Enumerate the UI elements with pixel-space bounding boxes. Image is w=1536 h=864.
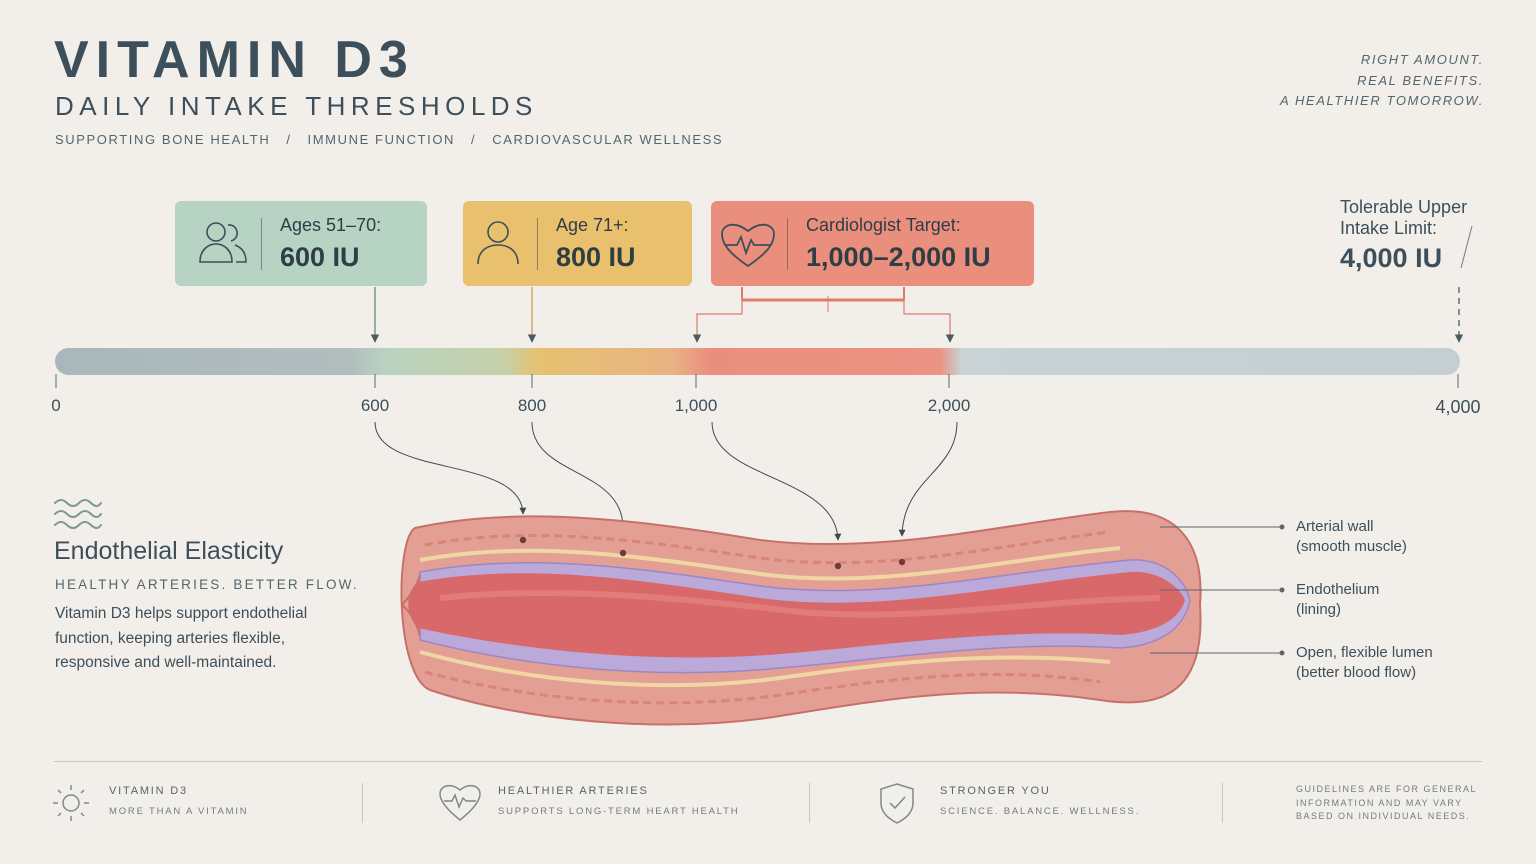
curve-2000 — [898, 421, 958, 537]
tick-label: 2,000 — [927, 396, 971, 415]
intake-scale-bar — [55, 348, 1460, 375]
kicker-immune: IMMUNE FUNCTION — [307, 132, 456, 147]
kicker-bone-health: SUPPORTING BONE HEALTH — [55, 132, 271, 147]
card-value: 1,000–2,000 IU — [806, 242, 991, 272]
callout-arterial-wall: Arterial wall (smooth muscle) — [1296, 517, 1407, 557]
callout-title: Open, flexible lumen — [1296, 644, 1433, 661]
tick-label: 4,000 — [1435, 397, 1481, 417]
footer-separator — [362, 783, 363, 823]
callout-sub: (lining) — [1296, 601, 1342, 618]
sun-icon — [53, 785, 89, 821]
curve-600 — [374, 421, 527, 515]
limit-slash — [1460, 225, 1473, 269]
threshold-card-cardiologist: Cardiologist Target: 1,000–2,000 IU — [711, 201, 1034, 286]
upper-limit-value: 4,000 IU — [1340, 243, 1443, 273]
curve-800 — [531, 421, 627, 528]
footer-separator — [1222, 783, 1223, 823]
tick-label: 1,000 — [674, 396, 718, 415]
footer-sub: SCIENCE. BALANCE. WELLNESS. — [940, 806, 1141, 817]
threshold-card-71-plus: Age 71+: 800 IU — [463, 201, 692, 286]
upper-limit-label: Tolerable Upper Intake Limit: 4,000 IU — [1340, 197, 1467, 272]
upper-limit-line2: Intake Limit: — [1340, 218, 1438, 238]
footer-item-stronger: STRONGER YOU SCIENCE. BALANCE. WELLNESS. — [940, 786, 1140, 817]
endothelial-body: Vitamin D3 helps support endothelial fun… — [55, 605, 308, 671]
footer-disclaimer: GUIDELINES ARE FOR GENERAL INFORMATION A… — [1296, 784, 1478, 821]
footer-title: VITAMIN D3 — [109, 785, 188, 797]
callout-title: Endothelium — [1296, 581, 1380, 598]
card-label: Age 71+: — [556, 215, 629, 235]
card-label: Cardiologist Target: — [806, 215, 961, 235]
tick-label: 800 — [517, 396, 547, 415]
curve-1000 — [711, 421, 842, 541]
footer-item-arteries: HEALTHIER ARTERIES SUPPORTS LONG-TERM HE… — [498, 786, 739, 817]
kicker-cardio: CARDIOVASCULAR WELLNESS — [492, 132, 724, 147]
callout-title: Arterial wall — [1296, 518, 1374, 535]
callout-sub: (better blood flow) — [1296, 664, 1417, 681]
kicker-separator: / — [471, 132, 477, 147]
tagline-line: A HEALTHIER TOMORROW. — [1279, 93, 1484, 108]
callout-lumen: Open, flexible lumen (better blood flow) — [1296, 643, 1433, 683]
heart-pulse-icon — [713, 217, 783, 271]
page-title: VITAMIN D3 — [54, 31, 415, 89]
tagline-line: REAL BENEFITS. — [1357, 72, 1484, 88]
waves-icon — [54, 499, 102, 529]
shield-check-icon — [880, 783, 914, 824]
callout-leaders — [1150, 524, 1285, 656]
card-value: 600 IU — [280, 242, 360, 272]
threshold-card-51-70: Ages 51–70: 600 IU — [175, 201, 427, 286]
footer-separator — [809, 783, 810, 823]
endothelial-kicker: HEALTHY ARTERIES. BETTER FLOW. — [55, 577, 359, 592]
callout-endothelium: Endothelium (lining) — [1296, 580, 1379, 620]
artery-connectors — [374, 421, 958, 541]
tagline: RIGHT AMOUNT. REAL BENEFITS. A HEALTHIER… — [1280, 50, 1484, 112]
tagline-line: RIGHT AMOUNT. — [1360, 52, 1484, 67]
footer-item-vitamin: VITAMIN D3 MORE THAN A VITAMIN — [109, 786, 248, 817]
range-bracket — [692, 287, 955, 343]
footer-title: HEALTHIER ARTERIES — [498, 785, 649, 797]
endothelial-title: Endothelial Elasticity — [54, 537, 284, 565]
footer-title: STRONGER YOU — [940, 785, 1051, 797]
footer-divider — [54, 761, 1482, 762]
callout-sub: (smooth muscle) — [1296, 538, 1407, 555]
scale-tick-marks — [55, 374, 1459, 388]
artery-illustration — [400, 510, 1202, 726]
card-value: 800 IU — [556, 242, 636, 272]
heart-pulse-icon — [439, 784, 481, 821]
tick-label: 0 — [51, 396, 61, 415]
page-subtitle: DAILY INTAKE THRESHOLDS — [55, 91, 538, 121]
upper-limit-line1: Tolerable Upper — [1340, 197, 1468, 217]
topic-kickers: SUPPORTING BONE HEALTH / IMMUNE FUNCTION / C… — [55, 133, 723, 146]
group-icon — [187, 217, 257, 271]
footer-sub: SUPPORTS LONG-TERM HEART HEALTH — [498, 806, 740, 817]
card-label: Ages 51–70: — [280, 215, 382, 235]
kicker-separator: / — [286, 132, 292, 147]
tick-label: 600 — [360, 396, 390, 415]
person-icon — [463, 217, 533, 271]
footer-sub: MORE THAN A VITAMIN — [109, 806, 249, 817]
